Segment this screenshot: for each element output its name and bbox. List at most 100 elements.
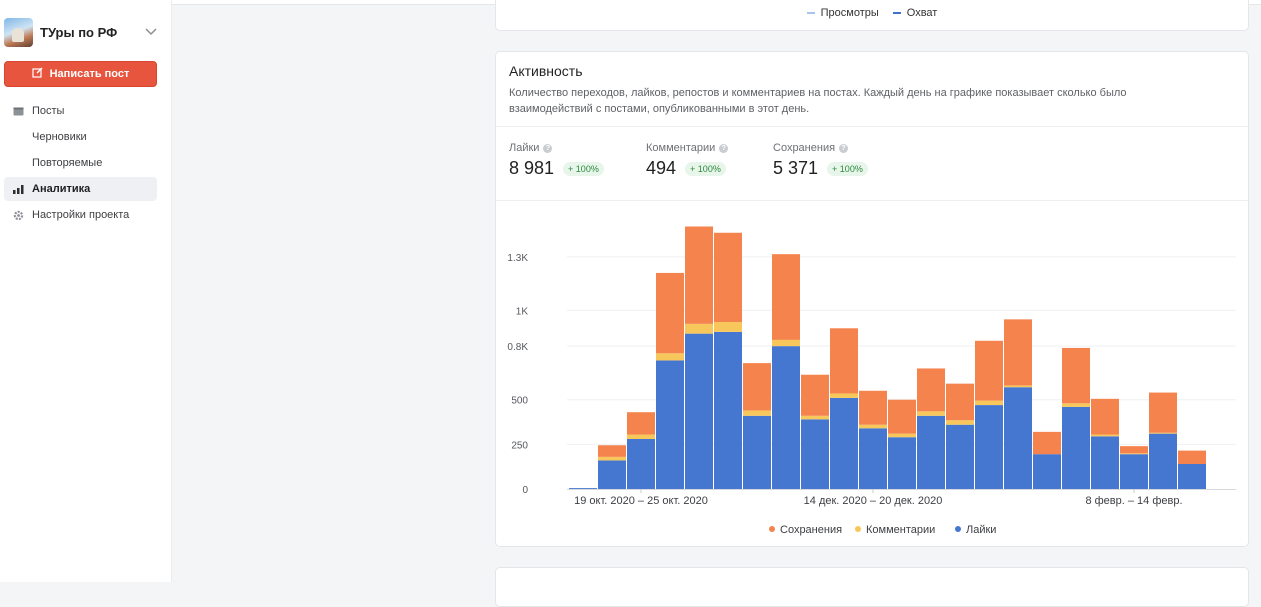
bar-segment xyxy=(1004,319,1032,386)
sidebar-item-posts[interactable]: Посты xyxy=(4,99,157,123)
sidebar-item-label: Аналитика xyxy=(32,183,91,195)
y-tick-label: 1K xyxy=(516,306,529,317)
sidebar: ТУры по РФ Написать пост Посты Черновики… xyxy=(0,0,172,582)
bar-segment xyxy=(1178,450,1206,464)
legend-label: Сохранения xyxy=(780,524,842,536)
bar-segment xyxy=(598,445,626,457)
sidebar-item-recurring[interactable]: Повторяемые xyxy=(4,151,157,175)
bar-segment xyxy=(1062,403,1090,407)
bar-segment xyxy=(656,353,684,361)
bar-segment xyxy=(1004,385,1032,388)
bar-segment xyxy=(801,415,829,420)
bar-segment xyxy=(772,339,800,347)
bar-segment xyxy=(801,374,829,416)
y-tick-label: 0 xyxy=(522,485,528,496)
help-icon[interactable]: ? xyxy=(839,143,849,153)
bar-segment xyxy=(830,328,858,394)
activity-chart: 0 250 500 0.8K 1K 1.3K 19 окт. 2020 – 25 окт. … xyxy=(496,202,1250,544)
bar-segment xyxy=(917,368,945,412)
bar-segment xyxy=(743,410,771,416)
metric-value: 494 xyxy=(646,158,677,178)
sidebar-item-drafts[interactable]: Черновики xyxy=(4,125,157,149)
bar-segment xyxy=(859,424,887,429)
bar-chart-icon xyxy=(11,182,25,196)
gear-icon xyxy=(11,208,25,222)
metric-comments: Комментарии? 494 + 100% xyxy=(646,142,729,179)
x-tick-label: 14 дек. 2020 – 20 дек. 2020 xyxy=(804,495,943,507)
bar-segment xyxy=(1120,454,1148,489)
bar-segment xyxy=(598,456,626,461)
bar-segment xyxy=(888,433,916,438)
bar-segment xyxy=(1149,433,1177,489)
bar-segment xyxy=(946,424,974,489)
metric-saves: Сохранения? 5 371 + 100% xyxy=(773,142,868,179)
new-post-button[interactable]: Написать пост xyxy=(4,61,157,87)
bar-segment xyxy=(1120,446,1148,454)
metric-likes: Лайки? 8 981 + 100% xyxy=(509,142,604,179)
sidebar-item-label: Посты xyxy=(32,105,65,117)
calendar-icon xyxy=(11,104,25,118)
help-icon[interactable]: ? xyxy=(543,143,553,153)
sidebar-item-label: Черновики xyxy=(32,131,87,143)
chevron-down-icon[interactable] xyxy=(144,25,158,39)
legend-swatch xyxy=(892,12,901,14)
legend-label: Охват xyxy=(906,7,938,19)
legend-item-reach[interactable]: Охват xyxy=(892,7,938,19)
bar-segment xyxy=(801,419,829,489)
bar-segment xyxy=(569,488,597,489)
metric-value: 5 371 xyxy=(773,158,819,178)
bar-segment xyxy=(1120,453,1148,455)
next-card xyxy=(495,567,1249,607)
bar-segment xyxy=(772,346,800,489)
bar-segment xyxy=(714,232,742,323)
activity-card: Активность Количество переходов, лайков,… xyxy=(495,51,1249,547)
help-icon[interactable]: ? xyxy=(719,143,729,153)
legend-item-views[interactable]: Просмотры xyxy=(806,7,879,19)
bar-segment xyxy=(975,400,1003,406)
bar-segment xyxy=(714,322,742,332)
bar-segment xyxy=(656,272,684,354)
bar-segment xyxy=(627,434,655,439)
legend-swatch xyxy=(806,12,815,14)
sidebar-item-project-settings[interactable]: Настройки проекта xyxy=(4,203,157,227)
y-tick-label: 250 xyxy=(511,440,528,451)
bar-segment xyxy=(1149,392,1177,433)
legend-label: Комментарии xyxy=(866,524,935,536)
activity-title: Активность xyxy=(509,63,583,79)
bar-segment xyxy=(888,399,916,434)
bar-segment xyxy=(772,254,800,340)
activity-chart-svg: 0 250 500 0.8K 1K 1.3K 19 окт. 2020 – 25 окт. … xyxy=(507,226,1236,536)
bar-segment xyxy=(859,390,887,425)
bar-segment xyxy=(946,383,974,421)
project-switcher[interactable]: ТУры по РФ xyxy=(4,17,160,47)
y-tick-label: 1.3K xyxy=(507,253,528,264)
bar-segment xyxy=(946,420,974,425)
sidebar-item-analytics[interactable]: Аналитика xyxy=(4,177,157,201)
bar-segment xyxy=(1033,454,1061,489)
bar-segment xyxy=(743,363,771,411)
new-post-label: Написать пост xyxy=(49,68,130,80)
project-avatar xyxy=(4,17,33,47)
bar-segment xyxy=(917,411,945,416)
bar-segment xyxy=(917,415,945,489)
metric-label: Сохранения xyxy=(773,142,836,154)
bar-segment xyxy=(743,415,771,489)
legend-swatch xyxy=(769,526,775,532)
x-tick-label: 19 окт. 2020 – 25 окт. 2020 xyxy=(574,495,708,507)
bar-segment xyxy=(627,412,655,435)
project-name: ТУры по РФ xyxy=(40,24,118,40)
legend-swatch xyxy=(855,526,861,532)
divider xyxy=(496,126,1248,127)
bar-segment xyxy=(1062,406,1090,489)
bar-segment xyxy=(598,460,626,489)
activity-description: Количество переходов, лайков, репостов и… xyxy=(509,87,1127,115)
bar-segment xyxy=(975,340,1003,401)
change-badge: + 100% xyxy=(827,161,868,176)
bar-segment xyxy=(888,437,916,489)
legend-swatch xyxy=(955,526,961,532)
y-tick-label: 500 xyxy=(511,396,528,407)
bar-segment xyxy=(714,331,742,489)
bar-segment xyxy=(1004,387,1032,489)
reach-card: Просмотры Охват xyxy=(495,0,1249,31)
sidebar-item-label: Повторяемые xyxy=(32,157,103,169)
